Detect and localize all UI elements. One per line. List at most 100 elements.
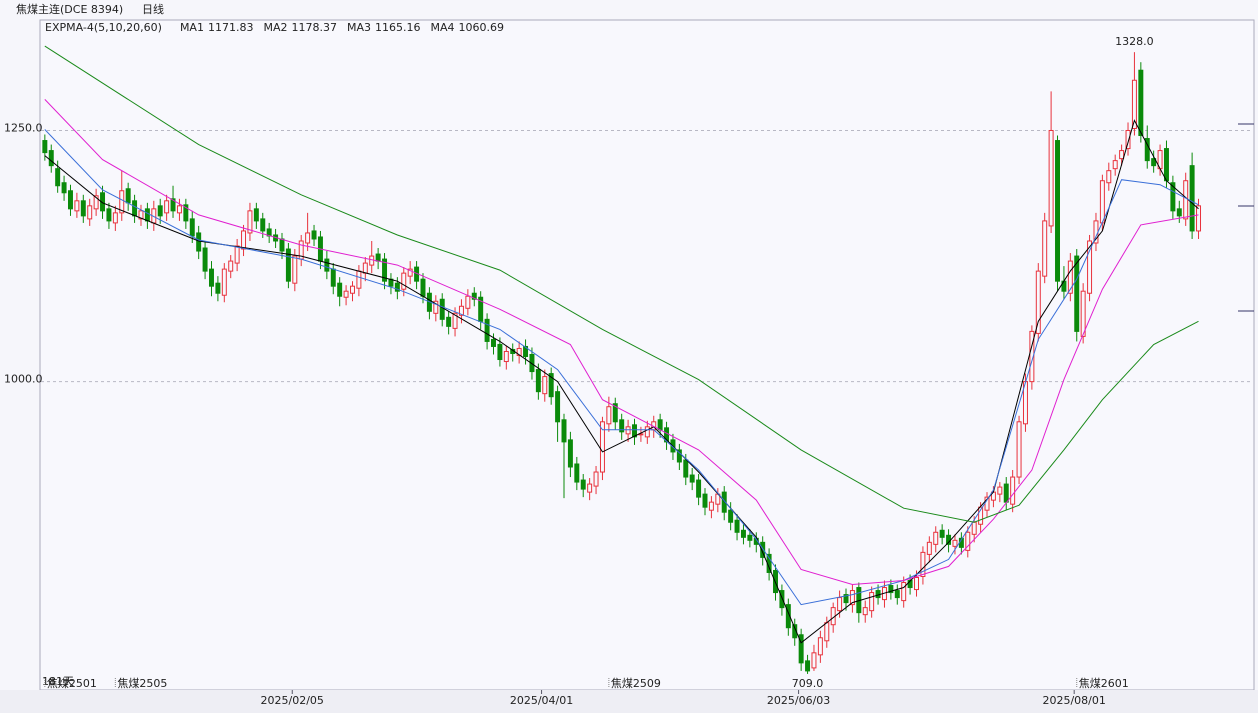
candle-body: [132, 200, 138, 217]
candle-body: [875, 590, 881, 599]
candle-body: [1119, 150, 1125, 160]
candle-body: [48, 150, 54, 167]
candle-body: [433, 300, 439, 314]
candle-body: [471, 292, 477, 300]
x-tick-label: 2025/02/05: [261, 694, 324, 707]
candle-body: [439, 298, 445, 320]
candle-body: [926, 541, 932, 555]
candle-body: [1029, 330, 1035, 383]
candle-body: [260, 218, 266, 232]
candle-body: [1125, 129, 1131, 150]
candle-body: [824, 622, 830, 642]
candle-body: [407, 268, 413, 277]
candle-body: [324, 258, 330, 272]
candle-body: [805, 660, 811, 672]
candle-body: [997, 486, 1003, 495]
candle-body: [356, 270, 362, 289]
contract-label: 焦煤2501: [47, 677, 97, 690]
candle-body: [516, 347, 522, 357]
legend-value: 1171.83: [208, 21, 254, 34]
ma-line: [44, 119, 1199, 644]
candle-body: [196, 232, 202, 252]
candle-body: [939, 529, 945, 538]
candle-body: [80, 200, 86, 217]
candle-body: [1106, 170, 1112, 184]
candle-body: [382, 258, 388, 282]
candle-body: [170, 198, 176, 212]
legend-value: 1060.69: [459, 21, 505, 34]
candle-body: [567, 439, 573, 468]
candle-body: [619, 419, 625, 433]
candle-body: [67, 190, 73, 210]
candle-body: [747, 534, 753, 541]
candle-body: [1144, 138, 1150, 162]
candle-body: [1048, 129, 1054, 227]
candle-body: [1035, 270, 1041, 334]
extreme-label: 1328.0: [1115, 35, 1154, 48]
y-tick-label: 1000.0: [4, 373, 43, 386]
candle-body: [176, 205, 182, 214]
candle-body: [350, 285, 355, 294]
candle-body: [305, 232, 311, 244]
candle-body: [1055, 140, 1061, 282]
candle-body: [241, 230, 247, 250]
candle-body: [599, 421, 605, 473]
candle-body: [1099, 180, 1105, 224]
candle-body: [446, 316, 452, 327]
ma-line: [44, 45, 1199, 523]
candle-body: [337, 282, 343, 297]
candle-body: [202, 247, 208, 272]
x-tick-label: 2025/04/01: [510, 694, 573, 707]
legend-value: 1178.37: [291, 21, 337, 34]
candle-body: [740, 529, 746, 538]
candle-body: [452, 312, 458, 329]
candle-body: [869, 592, 875, 612]
candle-body: [779, 590, 785, 609]
candle-body: [1042, 220, 1048, 277]
candle-body: [689, 474, 695, 483]
candle-body: [632, 424, 637, 438]
days-label: 181天: [42, 675, 74, 688]
candle-body: [1016, 421, 1022, 478]
candle-body: [535, 369, 541, 393]
candle-body: [1183, 180, 1189, 220]
legend-value: 1165.16: [375, 21, 421, 34]
plot-area: [39, 19, 1255, 691]
candle-body: [696, 479, 702, 498]
candle-body: [760, 541, 766, 558]
candle-body: [561, 419, 567, 443]
candle-body: [221, 268, 227, 296]
candle-body: [330, 268, 336, 287]
candle-body: [234, 245, 240, 264]
candle-body: [106, 208, 112, 222]
contract-label: 焦煤2601: [1079, 677, 1129, 690]
candle-body: [1003, 483, 1009, 503]
candle-body: [523, 345, 529, 358]
candle-body: [375, 253, 381, 262]
candle-body: [555, 391, 561, 423]
candle-body: [952, 539, 958, 547]
candle-body: [625, 426, 631, 435]
candle-body: [253, 208, 259, 222]
candle-body: [1176, 208, 1182, 217]
candle-body: [933, 531, 939, 545]
x-axis-band: [0, 690, 1258, 713]
candle-body: [125, 188, 131, 204]
y-tick-label: 1250.0: [4, 121, 43, 134]
candle-body: [1010, 476, 1016, 505]
x-tick-label: 2025/06/03: [767, 694, 830, 707]
extreme-label: 709.0: [792, 677, 824, 690]
candle-body: [138, 210, 144, 220]
candle-body: [593, 471, 599, 487]
candle-body: [965, 531, 971, 551]
candle-body: [676, 449, 682, 463]
candle-body: [362, 262, 368, 274]
period[interactable]: 日线: [142, 2, 164, 16]
candle-body: [61, 182, 67, 194]
candle-body: [164, 200, 170, 214]
candle-body: [465, 295, 471, 309]
candle-body: [574, 463, 580, 483]
candle-body: [401, 272, 407, 290]
candle-body: [484, 318, 490, 342]
candle-body: [683, 459, 689, 478]
